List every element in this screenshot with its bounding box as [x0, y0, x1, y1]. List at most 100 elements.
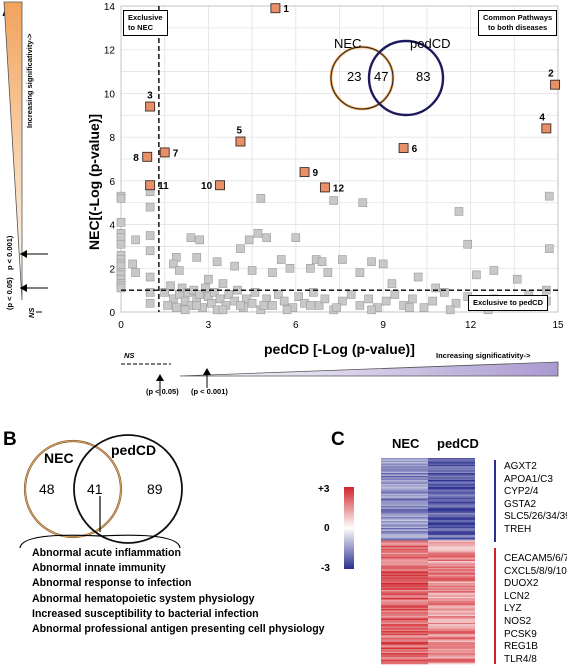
scatter-point-grey	[413, 272, 423, 282]
heatmap-cell	[381, 602, 428, 604]
scatter-point-highlight	[142, 151, 153, 162]
heatmap-cell	[428, 610, 475, 613]
exclusive-nec-line2: to NEC	[128, 23, 153, 32]
scatter-point-grey	[116, 239, 126, 249]
scatter-point-grey	[544, 191, 554, 201]
heatmap-cell	[428, 633, 475, 636]
heatmap-cell	[381, 540, 428, 543]
common-line2: to both diseases	[488, 23, 548, 32]
heatmap-cell	[428, 642, 475, 644]
heatmap-cell	[428, 508, 475, 511]
heatmap-cell	[381, 489, 428, 492]
scatter-point-highlight	[550, 79, 561, 90]
heatmap-cell	[428, 510, 475, 512]
up-genes-bracket	[494, 548, 496, 664]
heatmap-cell	[381, 541, 428, 544]
heatmap-cell	[381, 563, 428, 566]
common-pathways-box: Common Pathways to both diseases	[478, 10, 558, 36]
heatmap-cell	[428, 643, 475, 646]
scatter-point-grey	[544, 244, 554, 253]
scatter-point-grey	[116, 283, 126, 293]
heatmap-cell	[428, 589, 475, 592]
heatmap-cell	[428, 463, 475, 466]
venn-b-right-label: pedCD	[111, 442, 157, 458]
scatter-point-grey	[274, 290, 283, 299]
heatmap-cell	[381, 567, 428, 570]
heatmap-cell	[428, 599, 475, 602]
scatter-point-grey	[212, 257, 222, 267]
scatter-point-grey	[247, 266, 257, 275]
heatmap-cell	[381, 603, 428, 606]
heatmap-cell	[428, 582, 475, 585]
scatter-point-grey	[201, 283, 210, 293]
heatmap-cell	[381, 569, 428, 571]
scatter-point-highlight	[541, 123, 552, 134]
heatmap-cell	[381, 517, 428, 519]
heatmap-cell	[381, 582, 428, 585]
point-label: 6	[412, 144, 418, 155]
venn-b-both: 41	[87, 481, 103, 497]
phenotype-item: Abnormal professional antigen presenting…	[32, 623, 325, 636]
gene-label: GSTA2	[504, 498, 537, 510]
heatmap-cell	[428, 574, 475, 577]
heatmap-cell	[381, 523, 428, 526]
y-tick-label: 6	[109, 177, 115, 188]
scatter-point-grey	[355, 301, 365, 310]
scatter-point-grey	[282, 305, 292, 315]
heatmap-cell	[381, 468, 428, 471]
scatter-point-grey	[180, 305, 190, 315]
heatmap-cell	[381, 466, 428, 468]
heatmap-cell	[381, 613, 428, 615]
heatmap-cell	[428, 459, 475, 462]
heatmap-cell	[428, 561, 475, 563]
heatmap-cell	[428, 532, 475, 534]
heatmap-cell	[428, 528, 475, 530]
x-tick-label: 9	[380, 320, 386, 331]
heatmap-cell	[381, 464, 428, 467]
heatmap-cell	[381, 633, 428, 636]
heatmap-cell	[381, 519, 428, 522]
heatmap-cell	[428, 563, 475, 566]
heatmap-cell	[381, 622, 428, 625]
heatmap-cell	[428, 473, 475, 475]
scatter-point-grey	[160, 288, 169, 297]
heatmap-cell	[428, 492, 475, 495]
heatmap-cell	[428, 620, 475, 622]
heatmap-cell	[428, 622, 475, 625]
heatmap-cell	[381, 614, 428, 617]
y-tick-label: 8	[109, 133, 115, 144]
heatmap-cell	[428, 562, 475, 565]
heatmap-cell	[381, 636, 428, 639]
gene-label: DUOX2	[504, 578, 539, 590]
heatmap-cell	[428, 615, 475, 618]
point-label: 10	[201, 181, 213, 192]
heatmap-cell	[428, 581, 475, 584]
heatmap-cell	[428, 571, 475, 574]
heatmap-cell	[428, 614, 475, 617]
heatmap-col-pedcd: pedCD	[437, 436, 479, 451]
phenotype-item: Increased susceptibility to bacterial in…	[32, 607, 259, 620]
heatmap-cell	[381, 647, 428, 650]
heatmap-cell	[428, 460, 475, 463]
heatmap-cell	[428, 629, 475, 632]
heatmap-cell	[428, 486, 475, 489]
heatmap-cell	[381, 477, 428, 479]
heatmap-cell	[381, 648, 428, 651]
heatmap-cell	[428, 595, 475, 598]
heatmap-cell	[381, 655, 428, 658]
heatmap-cell	[381, 625, 428, 628]
heatmap-cell	[428, 550, 475, 552]
bottom-significance-wedge	[121, 361, 559, 396]
scatter-point-grey	[163, 301, 172, 310]
scatter-point-grey	[364, 294, 373, 304]
heatmap-cell	[428, 551, 475, 554]
heatmap-cell	[428, 556, 475, 559]
point-label: 12	[333, 183, 345, 194]
y-tick-label: 2	[109, 264, 115, 275]
heatmap-cell	[381, 635, 428, 637]
scatter-point-grey	[320, 294, 330, 304]
gene-label: TREH	[504, 523, 532, 535]
heatmap-cell	[381, 650, 428, 652]
scatter-point-grey	[308, 288, 318, 297]
heatmap-cell	[381, 506, 428, 508]
